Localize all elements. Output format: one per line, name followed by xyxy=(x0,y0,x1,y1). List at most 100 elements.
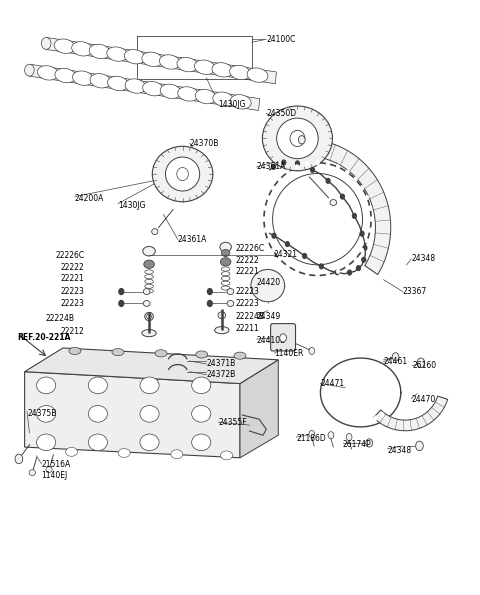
Text: 22224B: 22224B xyxy=(46,314,75,322)
Ellipse shape xyxy=(88,434,108,450)
Text: 24375B: 24375B xyxy=(27,409,56,418)
Text: 24361A: 24361A xyxy=(178,235,207,244)
Ellipse shape xyxy=(66,447,77,456)
Polygon shape xyxy=(178,87,199,101)
Ellipse shape xyxy=(221,249,230,256)
Circle shape xyxy=(303,253,307,258)
Circle shape xyxy=(299,136,305,144)
Ellipse shape xyxy=(221,451,233,460)
Circle shape xyxy=(416,441,423,450)
Ellipse shape xyxy=(118,449,130,458)
Text: 22212: 22212 xyxy=(60,327,84,336)
Polygon shape xyxy=(212,62,233,77)
Text: 24100C: 24100C xyxy=(266,35,296,44)
Text: 26174P: 26174P xyxy=(343,440,372,449)
Ellipse shape xyxy=(221,267,230,271)
Circle shape xyxy=(324,390,328,395)
Ellipse shape xyxy=(177,168,188,180)
Circle shape xyxy=(363,246,367,250)
Circle shape xyxy=(266,239,270,243)
Circle shape xyxy=(286,264,289,268)
Circle shape xyxy=(351,418,355,422)
Circle shape xyxy=(359,362,362,367)
Ellipse shape xyxy=(155,350,167,357)
Circle shape xyxy=(368,206,372,211)
Ellipse shape xyxy=(227,300,234,306)
Circle shape xyxy=(336,165,340,170)
Circle shape xyxy=(392,353,399,361)
Text: 22222: 22222 xyxy=(235,256,259,265)
Circle shape xyxy=(316,161,320,165)
Circle shape xyxy=(360,186,364,190)
Ellipse shape xyxy=(276,118,318,159)
Circle shape xyxy=(332,372,336,377)
Polygon shape xyxy=(247,68,268,82)
Ellipse shape xyxy=(145,289,154,293)
Circle shape xyxy=(328,378,332,383)
Text: 23367: 23367 xyxy=(403,287,427,296)
Ellipse shape xyxy=(166,157,200,191)
Circle shape xyxy=(392,384,396,389)
Circle shape xyxy=(263,228,267,233)
Circle shape xyxy=(41,37,51,49)
Circle shape xyxy=(348,270,351,275)
Ellipse shape xyxy=(145,284,154,289)
Polygon shape xyxy=(195,89,216,104)
Text: 24470: 24470 xyxy=(411,395,435,404)
Circle shape xyxy=(119,300,124,306)
Circle shape xyxy=(295,165,299,170)
Circle shape xyxy=(272,165,276,170)
Circle shape xyxy=(280,334,287,342)
Circle shape xyxy=(305,161,309,166)
FancyBboxPatch shape xyxy=(271,324,296,351)
Ellipse shape xyxy=(145,270,154,274)
Polygon shape xyxy=(194,60,216,74)
Text: 22224B: 22224B xyxy=(235,312,264,321)
Text: 24361A: 24361A xyxy=(257,162,286,171)
Text: 22226C: 22226C xyxy=(55,252,84,261)
Ellipse shape xyxy=(29,469,36,475)
Ellipse shape xyxy=(88,377,108,394)
Circle shape xyxy=(316,273,320,278)
Circle shape xyxy=(305,272,309,277)
Circle shape xyxy=(207,300,212,306)
Circle shape xyxy=(346,264,349,268)
Polygon shape xyxy=(229,65,251,80)
Text: 21516A: 21516A xyxy=(41,461,71,469)
Text: 24371B: 24371B xyxy=(206,359,236,368)
Circle shape xyxy=(296,161,300,166)
Text: 1140ER: 1140ER xyxy=(275,349,304,358)
Text: 24321: 24321 xyxy=(274,250,298,259)
Text: 22223: 22223 xyxy=(60,299,84,308)
Circle shape xyxy=(362,258,366,262)
Polygon shape xyxy=(37,65,58,80)
Circle shape xyxy=(380,412,384,417)
Text: 22221: 22221 xyxy=(60,274,84,283)
Polygon shape xyxy=(240,360,278,458)
Circle shape xyxy=(366,418,370,422)
Ellipse shape xyxy=(145,275,154,279)
Polygon shape xyxy=(55,68,76,83)
Ellipse shape xyxy=(142,330,156,337)
Ellipse shape xyxy=(143,246,156,256)
Ellipse shape xyxy=(145,280,154,284)
Polygon shape xyxy=(72,71,93,86)
Polygon shape xyxy=(160,84,181,99)
Polygon shape xyxy=(159,55,180,69)
Circle shape xyxy=(271,248,275,253)
Ellipse shape xyxy=(36,434,56,450)
Circle shape xyxy=(346,433,352,440)
Text: 22226C: 22226C xyxy=(235,245,264,253)
Circle shape xyxy=(272,233,276,238)
Circle shape xyxy=(373,416,377,421)
Circle shape xyxy=(385,408,389,412)
Circle shape xyxy=(344,416,348,421)
Circle shape xyxy=(309,430,315,437)
Ellipse shape xyxy=(112,349,124,356)
Ellipse shape xyxy=(227,289,234,295)
Circle shape xyxy=(24,64,34,76)
Circle shape xyxy=(369,217,373,221)
Ellipse shape xyxy=(330,199,336,205)
Circle shape xyxy=(344,364,348,369)
Ellipse shape xyxy=(145,312,154,321)
